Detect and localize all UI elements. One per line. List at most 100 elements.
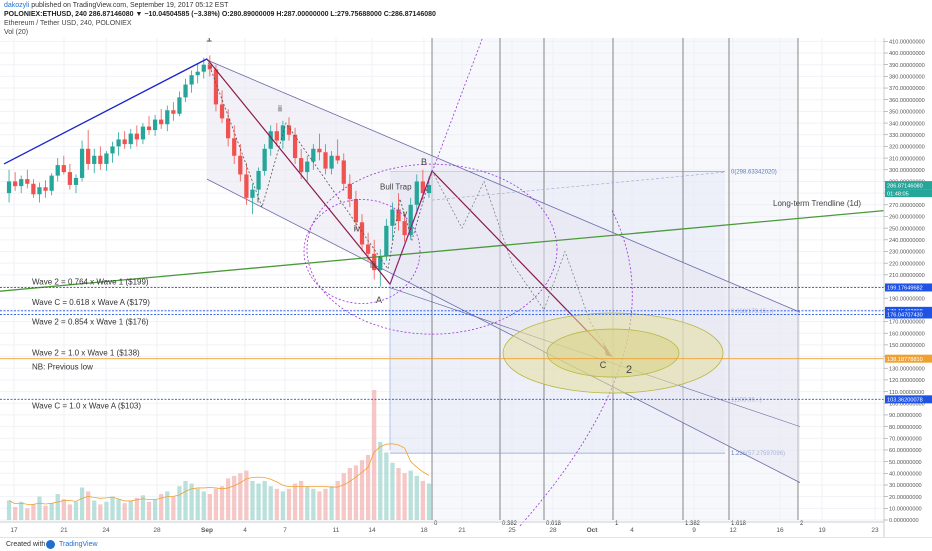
price-tick-label: 70.00000000 bbox=[889, 436, 922, 442]
price-tag-badge bbox=[885, 395, 932, 404]
candle-body bbox=[86, 148, 91, 164]
time-axis[interactable]: 17 21 24 28 Sep 4 7 11 14 18 21 25 28 Oct 4 9 12 16 19 23 bbox=[0, 521, 884, 534]
volume-bar bbox=[12, 507, 18, 520]
volume-bar bbox=[396, 468, 401, 520]
channel-lower-line bbox=[206, 178, 801, 483]
volume-bar bbox=[292, 483, 298, 520]
volume-bar bbox=[116, 499, 121, 520]
volume-bar bbox=[79, 487, 85, 520]
price-tick-label: 260.00000000 bbox=[889, 215, 925, 221]
candle-body bbox=[213, 69, 219, 105]
price-tick-label: 190.00000000 bbox=[889, 296, 925, 302]
fib-time-label: 1.382 bbox=[685, 521, 701, 527]
price-tag-badge bbox=[885, 354, 932, 363]
price-axis[interactable]: 430.00000000420.00000000410.00000000400.… bbox=[883, 0, 932, 537]
volume-bar bbox=[353, 465, 359, 520]
volume-bar bbox=[384, 452, 389, 520]
wave-label: B bbox=[421, 157, 427, 167]
volume-bar bbox=[201, 491, 206, 520]
volume-bar bbox=[262, 481, 267, 520]
candle-body bbox=[79, 148, 85, 178]
fib-ray-up bbox=[389, 17, 491, 285]
candle-body bbox=[134, 133, 139, 140]
wave-label: A bbox=[376, 295, 382, 305]
candle-body bbox=[201, 64, 206, 72]
price-tick-label: 370.00000000 bbox=[889, 86, 925, 92]
time-tick-label: 17 bbox=[10, 527, 18, 534]
candle-body bbox=[61, 165, 66, 173]
long-term-trendline bbox=[0, 209, 885, 292]
candle-body bbox=[359, 222, 365, 245]
candle-body bbox=[420, 181, 426, 194]
candle-body bbox=[165, 110, 170, 125]
candle-body bbox=[244, 174, 249, 198]
price-tag-text: 176.04707430 bbox=[887, 313, 923, 319]
symbol-title: Ethereum / Tether USD, 240, POLONIEX bbox=[4, 20, 132, 27]
time-tick-label: 19 bbox=[818, 527, 826, 534]
volume-bar bbox=[274, 488, 279, 520]
volume-bar bbox=[256, 483, 261, 520]
volume-bar bbox=[86, 491, 91, 520]
target-line-label: Wave 2 = 1.0 x Wave 1 ($138) bbox=[32, 349, 140, 358]
candle-body bbox=[396, 209, 401, 222]
tradingview-brand[interactable]: TradingView bbox=[59, 541, 98, 548]
volume-bar bbox=[426, 483, 432, 520]
volume-bar bbox=[372, 390, 377, 520]
time-tick-label: Oct bbox=[587, 527, 599, 534]
volume-bar bbox=[171, 496, 176, 520]
price-tick-label: 100.00000000 bbox=[889, 401, 925, 407]
volume-bar bbox=[408, 470, 413, 520]
volume-bar bbox=[359, 460, 365, 520]
price-tag-badge bbox=[885, 283, 932, 292]
price-tag-text: 01:48:05 bbox=[887, 191, 909, 197]
candle-body bbox=[25, 179, 30, 184]
volume-bar bbox=[189, 483, 194, 520]
price-tick-label: 390.00000000 bbox=[889, 63, 925, 69]
volume-bar bbox=[311, 488, 316, 520]
price-tick-label: 50.00000000 bbox=[889, 460, 922, 466]
volume-bar bbox=[31, 504, 36, 520]
wave-label: 1 bbox=[206, 32, 212, 44]
fib-time-circle bbox=[306, 163, 558, 335]
volume-bar bbox=[305, 486, 310, 520]
volume-bar bbox=[286, 488, 292, 520]
volume-bar bbox=[329, 486, 334, 520]
time-tick-label: 4 bbox=[243, 527, 247, 534]
candle-body bbox=[305, 161, 310, 173]
candle-body bbox=[372, 253, 377, 271]
price-tag-text: 199.17649682 bbox=[887, 286, 923, 292]
volume-bar bbox=[140, 495, 146, 520]
candle-body bbox=[19, 179, 24, 187]
candle-body bbox=[232, 138, 237, 156]
volume-bar bbox=[341, 473, 346, 520]
volume-bar bbox=[165, 491, 170, 520]
wave-label: C bbox=[600, 360, 607, 370]
candle-body bbox=[323, 152, 328, 169]
price-tag-badge bbox=[885, 310, 932, 319]
candle-body bbox=[67, 172, 73, 185]
author-name[interactable]: dakozyli bbox=[4, 2, 30, 9]
time-tick-label: 21 bbox=[60, 527, 68, 534]
time-tick-label: 18 bbox=[420, 527, 428, 534]
target-line-label: Wave C = 0.618 x Wave A ($179) bbox=[32, 298, 150, 307]
volume-bar bbox=[420, 481, 426, 520]
price-tick-label: 40.00000000 bbox=[889, 472, 922, 478]
volume-bar bbox=[25, 508, 30, 520]
fib-time-label: 1 bbox=[615, 521, 619, 527]
candle-body bbox=[250, 189, 255, 198]
price-tick-label: 10.00000000 bbox=[889, 507, 922, 513]
volume-bar bbox=[268, 486, 273, 520]
time-tick-label: 12 bbox=[729, 527, 737, 534]
price-tick-label: 330.00000000 bbox=[889, 133, 925, 139]
tradingview-logo-icon bbox=[46, 540, 55, 549]
price-tick-label: 410.00000000 bbox=[889, 40, 925, 46]
price-tick-label: 80.00000000 bbox=[889, 425, 922, 431]
volume-bar bbox=[232, 475, 237, 520]
price-tick-label: 220.00000000 bbox=[889, 261, 925, 267]
candle-body bbox=[104, 153, 109, 164]
target-line-label: Wave C = 1.0 x Wave A ($103) bbox=[32, 401, 141, 410]
candle-body bbox=[390, 209, 395, 226]
bull-trap-label: Bull Trap bbox=[380, 183, 412, 192]
